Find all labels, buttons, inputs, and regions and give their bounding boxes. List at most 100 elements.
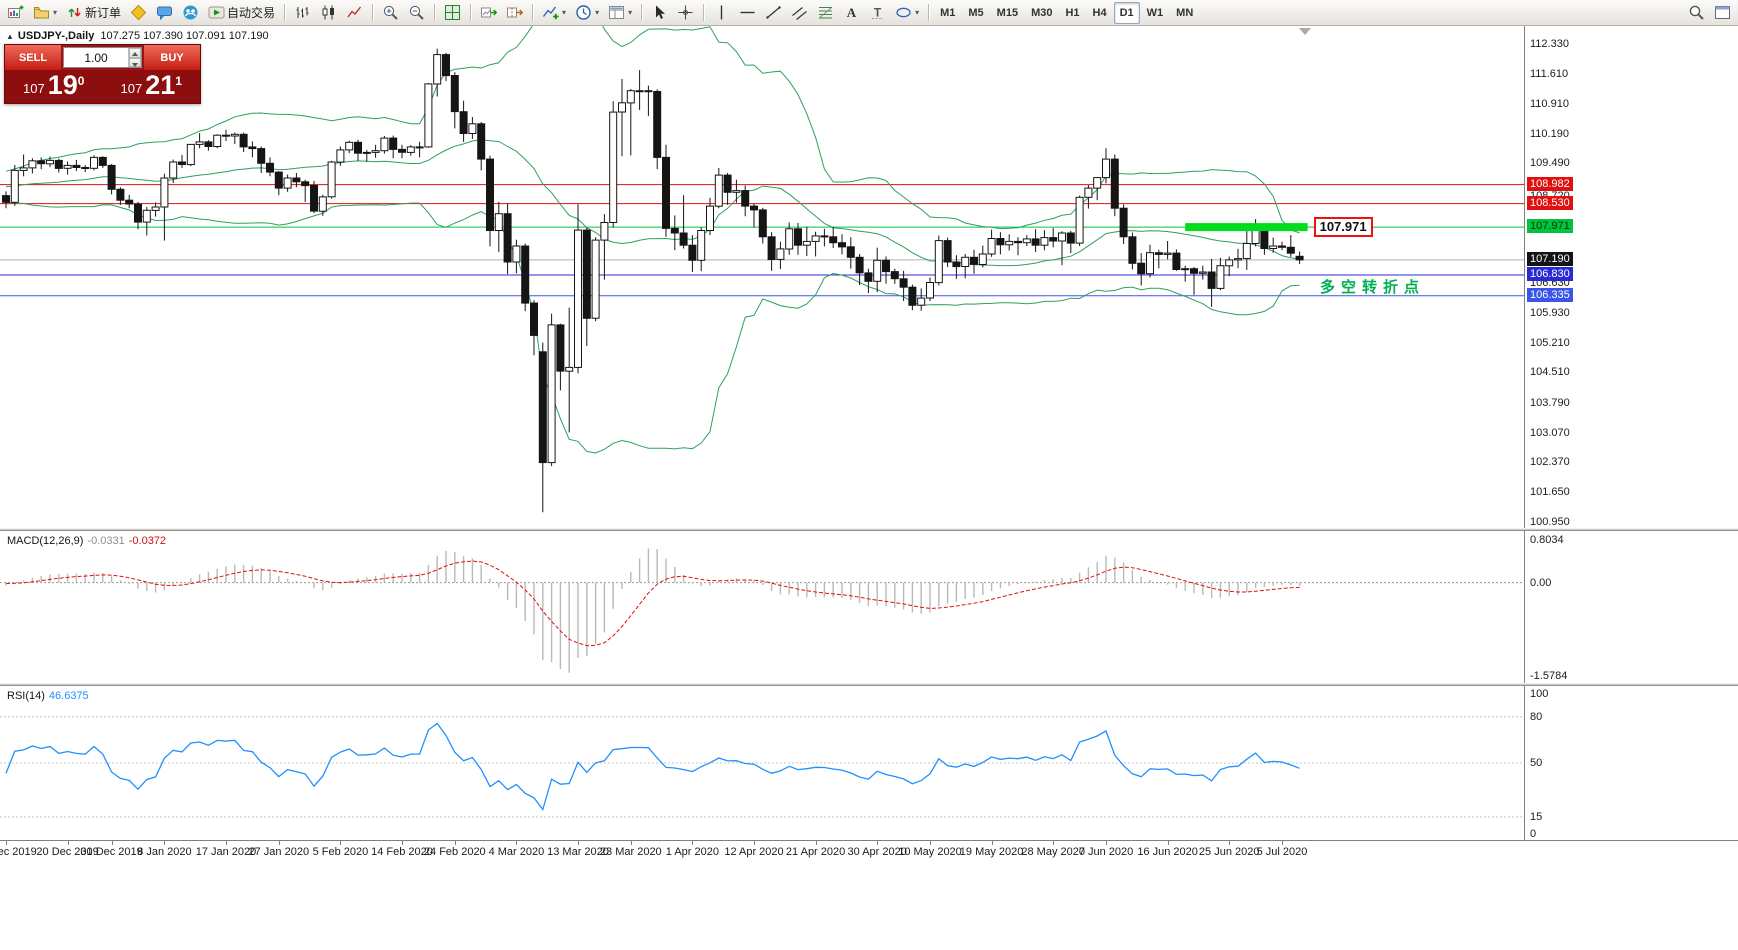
fibonacci-button[interactable] [813, 2, 838, 24]
volume-spinner[interactable] [128, 48, 141, 67]
buy-button[interactable]: BUY [144, 45, 200, 70]
timeframe-m5-button[interactable]: M5 [962, 2, 989, 24]
new-window-button[interactable] [1710, 2, 1735, 24]
bar-chart-button[interactable] [290, 2, 315, 24]
new-chart-button[interactable] [3, 2, 28, 24]
crosshair-button[interactable] [673, 2, 698, 24]
autotrading-button[interactable]: 自动交易 [204, 2, 279, 24]
time-axis-label: 16 Jun 2020 [1137, 846, 1198, 858]
bar-chart-icon [294, 4, 311, 21]
periods-icon [575, 4, 592, 21]
channel-button[interactable] [787, 2, 812, 24]
panel-splitter[interactable] [0, 683, 1738, 686]
highlight-level-bar[interactable] [1185, 223, 1308, 232]
chat-icon [156, 4, 173, 21]
timeframe-m1-button[interactable]: M1 [934, 2, 961, 24]
text-icon: A [843, 4, 860, 21]
time-axis-label: 4 Mar 2020 [488, 846, 545, 858]
price-axis-label: 105.930 [1530, 307, 1570, 319]
macd-scale-label: -1.5784 [1530, 670, 1568, 682]
time-axis-tick [516, 841, 518, 845]
search-button[interactable] [1684, 2, 1709, 24]
chart-symbol-period: USDJPY-,Daily [17, 30, 95, 42]
price-axis-label: 104.510 [1530, 366, 1570, 378]
panel-splitter[interactable] [0, 528, 1738, 531]
candlestick-button[interactable] [316, 2, 341, 24]
current-price-label: 107.190 [1527, 252, 1573, 266]
cursor-icon [651, 4, 668, 21]
price-level-tag[interactable]: 107.971 [1313, 217, 1373, 237]
cursor-button[interactable] [647, 2, 672, 24]
auto-scroll-button[interactable] [476, 2, 501, 24]
timeframe-d1-button[interactable]: D1 [1113, 1, 1140, 24]
horizontal-line-button[interactable] [735, 2, 760, 24]
time-axis-label: 5 Feb 2020 [312, 846, 369, 858]
timeframe-mn-button[interactable]: MN [1170, 2, 1199, 24]
toolbar-separator [372, 4, 374, 21]
chat-button[interactable] [152, 2, 177, 24]
trendline-button[interactable] [761, 2, 786, 24]
periods-button[interactable]: ▾ [571, 2, 603, 24]
label-icon: T [869, 4, 886, 21]
one-click-trading-panel: SELL 1.00 BUY 107 19 0 107 21 1 [4, 44, 201, 104]
timeframe-h1-button[interactable]: H1 [1059, 2, 1085, 24]
price-axis-label: 102.370 [1530, 456, 1570, 468]
timeframe-m15-button[interactable]: M15 [991, 2, 1024, 24]
chart-shift-icon [506, 4, 524, 21]
time-axis-tick [340, 841, 342, 845]
templates-icon [608, 4, 625, 21]
rsi-label-text: RSI(14) [7, 690, 45, 702]
community-button[interactable] [178, 2, 203, 24]
tile-windows-icon [444, 4, 461, 21]
time-axis-tick [1282, 841, 1283, 845]
tile-windows-button[interactable] [440, 2, 465, 24]
time-axis-tick [1229, 841, 1231, 845]
zoom-out-button[interactable] [404, 2, 429, 24]
new-order-button[interactable]: 新订单 [62, 2, 125, 24]
sell-price[interactable]: 107 19 0 [5, 70, 103, 103]
time-axis-label: 1 Apr 2020 [665, 846, 719, 858]
metaeditor-button[interactable] [126, 2, 151, 24]
macd-label-text: MACD(12,26,9) [7, 535, 84, 547]
rsi-panel [0, 716, 1524, 818]
dropdown-caret-icon: ▾ [53, 8, 58, 17]
profiles-button[interactable]: ▾ [29, 2, 61, 24]
indicators-button[interactable]: ▾ [538, 2, 570, 24]
time-axis-tick [454, 841, 456, 845]
price-axis-label: 110.910 [1530, 98, 1569, 110]
time-axis-tick [630, 841, 632, 845]
volume-down-icon[interactable] [129, 57, 141, 67]
time-axis-label: 27 Jan 2020 [248, 846, 310, 858]
zoom-in-button[interactable] [378, 2, 403, 24]
vertical-line-button[interactable] [709, 2, 734, 24]
timeframe-w1-button[interactable]: W1 [1141, 2, 1170, 24]
time-axis-tick [1053, 841, 1055, 845]
timeframe-h4-button[interactable]: H4 [1087, 2, 1113, 24]
time-axis-tick [877, 841, 879, 845]
buy-price[interactable]: 107 21 1 [103, 70, 201, 103]
one-click-collapse-icon[interactable]: ▲ [6, 32, 14, 41]
templates-button[interactable]: ▾ [604, 2, 636, 24]
time-axis-label: 5 Jul 2020 [1256, 846, 1308, 858]
time-axis-label: 17 Jan 2020 [195, 846, 257, 858]
autotrading-label: 自动交易 [227, 6, 276, 20]
macd-signal-value: -0.0372 [128, 535, 167, 547]
shapes-button[interactable]: ▾ [891, 2, 923, 24]
chart-shift-marker-icon[interactable] [1299, 28, 1311, 35]
volume-value[interactable]: 1.00 [84, 50, 108, 65]
line-chart-button[interactable] [342, 2, 367, 24]
time-axis-tick [815, 841, 817, 845]
sell-button[interactable]: SELL [5, 45, 61, 70]
timeframe-m30-button[interactable]: M30 [1025, 2, 1058, 24]
toolbar-separator [532, 4, 534, 21]
volume-up-icon[interactable] [129, 48, 141, 58]
toolbar-separator [703, 4, 705, 21]
time-axis-tick [578, 841, 579, 845]
price-axis[interactable]: 112.330111.610110.910110.190109.490108.7… [1524, 26, 1738, 840]
text-button[interactable]: A [839, 2, 864, 24]
label-button[interactable]: T [865, 2, 890, 24]
volume-field[interactable]: 1.00 [63, 47, 142, 68]
chart-shift-button[interactable] [502, 2, 527, 24]
